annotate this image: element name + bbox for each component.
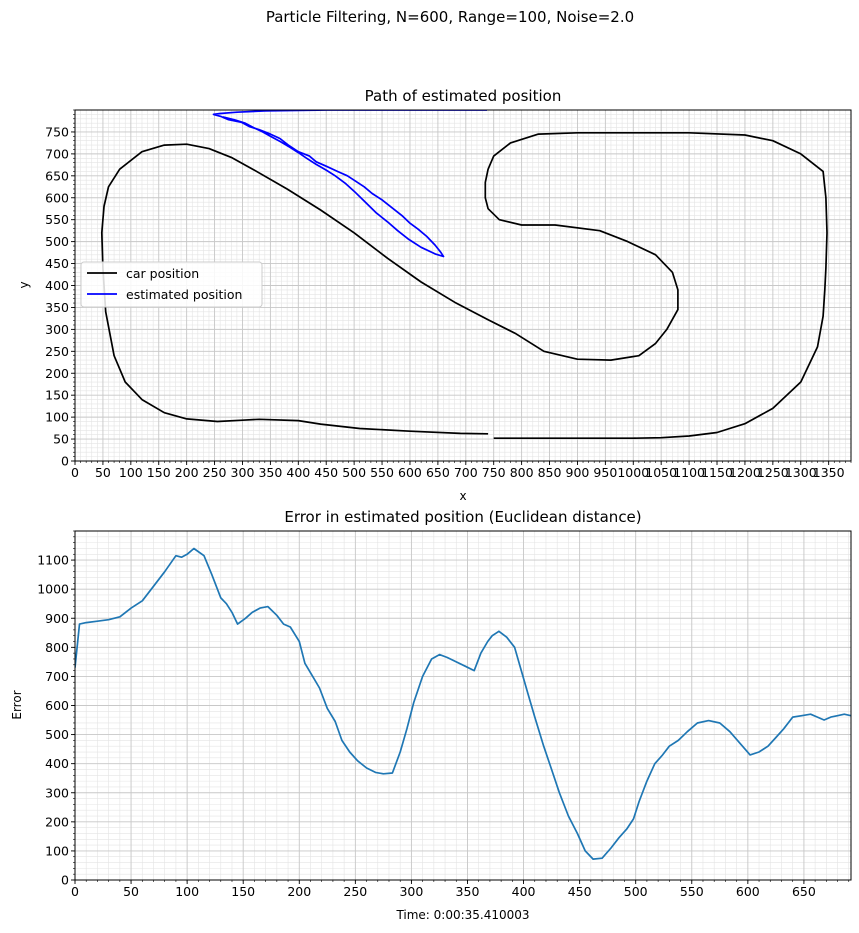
tick-label-x: 400 [512, 884, 536, 899]
tick-label-y: 0 [61, 873, 69, 888]
tick-label-y: 400 [45, 278, 69, 293]
error-chart-title: Error in estimated position (Euclidean d… [284, 508, 641, 526]
tick-label-x: 1250 [757, 465, 789, 480]
path-chart-legend: car position estimated position [80, 261, 263, 308]
tick-label-x: 500 [624, 884, 648, 899]
tick-label-x: 200 [287, 884, 311, 899]
tick-label-x: 0 [71, 465, 79, 480]
series-estimated-position-line [212, 110, 487, 258]
tick-label-x: 1100 [673, 465, 705, 480]
tick-label-x: 0 [71, 884, 79, 899]
tick-label-y: 200 [45, 366, 69, 381]
error-chart: 0 50 100 150 200 250 300 350 400 450 500 550 600 650 0… [10, 508, 852, 922]
tick-label-x: 550 [370, 465, 394, 480]
tick-label-x: 450 [314, 465, 338, 480]
tick-label-y: 200 [45, 814, 69, 829]
tick-label-y: 0 [61, 454, 69, 469]
tick-label-y: 250 [45, 344, 69, 359]
tick-label-y: 350 [45, 300, 69, 315]
path-chart-plot-area [100, 110, 828, 440]
tick-label-y: 500 [45, 234, 69, 249]
tick-label-x: 350 [258, 465, 282, 480]
tick-label-x: 900 [566, 465, 590, 480]
tick-label-y: 650 [45, 168, 69, 183]
tick-label-x: 100 [175, 884, 199, 899]
tick-label-y: 600 [45, 190, 69, 205]
tick-label-x: 550 [680, 884, 704, 899]
tick-label-y: 450 [45, 256, 69, 271]
path-chart-title: Path of estimated position [365, 87, 562, 105]
tick-label-x: 150 [147, 465, 171, 480]
path-chart-ylabel: y [17, 281, 31, 288]
tick-label-y: 800 [45, 640, 69, 655]
tick-label-y: 500 [45, 727, 69, 742]
series-car-position-line [100, 131, 828, 440]
tick-label-x: 600 [736, 884, 760, 899]
error-chart-plot-area [75, 547, 851, 860]
tick-label-y: 700 [45, 669, 69, 684]
tick-label-y: 400 [45, 756, 69, 771]
tick-label-y: 100 [45, 410, 69, 425]
tick-label-x: 1200 [729, 465, 761, 480]
tick-label-x: 500 [342, 465, 366, 480]
tick-label-y: 300 [45, 322, 69, 337]
tick-label-x: 450 [568, 884, 592, 899]
tick-label-y: 50 [53, 432, 69, 447]
series-1-0-line [75, 547, 851, 860]
legend-frame [80, 261, 263, 308]
tick-label-x: 1050 [645, 465, 677, 480]
tick-label-y: 900 [45, 611, 69, 626]
legend-label-estimated-position: estimated position [126, 287, 242, 302]
tick-label-x: 150 [231, 884, 255, 899]
tick-label-x: 400 [286, 465, 310, 480]
tick-label-x: 650 [426, 465, 450, 480]
tick-label-x: 1150 [701, 465, 733, 480]
tick-label-x: 1000 [617, 465, 649, 480]
error-chart-ticks: 0 50 100 150 200 250 300 350 400 450 500 550 600 650 0… [37, 530, 850, 899]
tick-label-x: 700 [454, 465, 478, 480]
tick-label-y: 300 [45, 785, 69, 800]
legend-label-car-position: car position [126, 266, 199, 281]
tick-label-x: 50 [123, 884, 139, 899]
path-chart: 0 50 100 150 200 250 300 350 400 450 500 550 600 650 7… [17, 87, 852, 503]
tick-label-y: 750 [45, 124, 69, 139]
error-chart-ylabel: Error [10, 690, 24, 719]
path-chart-ticks: 0 50 100 150 200 250 300 350 400 450 500 550 600 650 7… [45, 109, 852, 480]
path-chart-xlabel: x [459, 489, 466, 503]
tick-label-x: 350 [456, 884, 480, 899]
tick-label-y: 1000 [37, 582, 69, 597]
tick-label-x: 750 [482, 465, 506, 480]
figure-suptitle: Particle Filtering, N=600, Range=100, No… [266, 8, 634, 26]
tick-label-x: 600 [398, 465, 422, 480]
tick-label-y: 150 [45, 388, 69, 403]
tick-label-x: 250 [343, 884, 367, 899]
tick-label-y: 1100 [37, 553, 69, 568]
tick-label-x: 1350 [813, 465, 845, 480]
tick-label-x: 800 [510, 465, 534, 480]
tick-label-x: 850 [538, 465, 562, 480]
tick-label-x: 200 [175, 465, 199, 480]
tick-label-y: 600 [45, 698, 69, 713]
tick-label-x: 250 [203, 465, 227, 480]
tick-label-x: 950 [593, 465, 617, 480]
tick-label-x: 1300 [785, 465, 817, 480]
tick-label-x: 100 [119, 465, 143, 480]
tick-label-y: 550 [45, 212, 69, 227]
error-chart-grid [74, 530, 851, 881]
error-chart-xlabel: Time: 0:00:35.410003 [395, 908, 529, 922]
tick-label-x: 300 [231, 465, 255, 480]
tick-label-x: 650 [792, 884, 816, 899]
tick-label-y: 700 [45, 146, 69, 161]
tick-label-x: 50 [95, 465, 111, 480]
tick-label-y: 100 [45, 843, 69, 858]
tick-label-x: 300 [399, 884, 423, 899]
